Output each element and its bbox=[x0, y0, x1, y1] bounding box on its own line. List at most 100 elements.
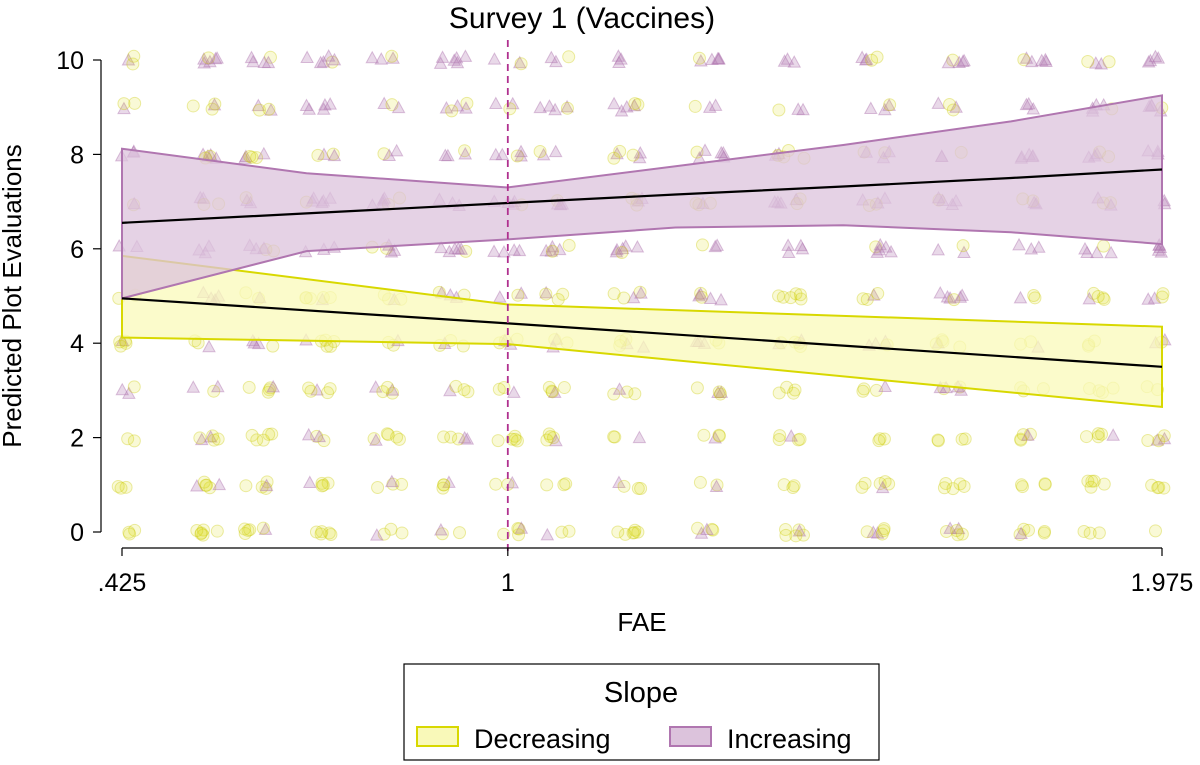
scatter-point-decreasing bbox=[1152, 434, 1166, 448]
scatter-point-decreasing bbox=[786, 481, 800, 495]
scatter-point-increasing bbox=[434, 522, 448, 536]
scatter-point-increasing bbox=[318, 97, 332, 111]
scatter-point-increasing bbox=[1080, 245, 1094, 259]
scatter-point-increasing bbox=[210, 51, 224, 64]
scatter-point-increasing bbox=[1078, 241, 1092, 255]
scatter-point-decreasing bbox=[262, 102, 276, 116]
scatter-point-decreasing bbox=[111, 479, 125, 493]
scatter-point-decreasing bbox=[939, 477, 953, 491]
scatter-point-increasing bbox=[618, 239, 633, 252]
scatter-point-decreasing bbox=[555, 525, 569, 539]
scatter-point-decreasing bbox=[395, 477, 409, 491]
scatter-point-increasing bbox=[386, 51, 400, 64]
scatter-point-decreasing bbox=[196, 528, 210, 542]
scatter-point-increasing bbox=[560, 99, 574, 113]
scatter-point-decreasing bbox=[321, 386, 335, 400]
scatter-point-decreasing bbox=[302, 381, 316, 395]
scatter-point-decreasing bbox=[323, 382, 337, 396]
scatter-point-increasing bbox=[457, 430, 472, 444]
scatter-point-decreasing bbox=[315, 476, 329, 490]
scatter-point-increasing bbox=[630, 239, 645, 253]
scatter-point-increasing bbox=[1106, 428, 1120, 441]
scatter-point-increasing bbox=[316, 102, 331, 115]
scatter-point-decreasing bbox=[690, 381, 704, 395]
scatter-point-increasing bbox=[956, 54, 970, 68]
scatter-point-decreasing bbox=[390, 430, 404, 444]
scatter-point-decreasing bbox=[607, 287, 621, 301]
scatter-point-increasing bbox=[781, 238, 795, 251]
scatter-point-increasing bbox=[122, 386, 136, 399]
scatter-point-decreasing bbox=[713, 387, 727, 401]
scatter-point-increasing bbox=[202, 339, 216, 353]
scatter-point-increasing bbox=[933, 286, 948, 299]
scatter-point-decreasing bbox=[1096, 291, 1110, 305]
scatter-point-decreasing bbox=[562, 50, 576, 64]
scatter-point-increasing bbox=[385, 383, 400, 396]
scatter-point-decreasing bbox=[794, 292, 808, 306]
scatter-point-decreasing bbox=[611, 525, 625, 539]
scatter-point-decreasing bbox=[1091, 430, 1105, 444]
scatter-point-increasing bbox=[451, 241, 466, 255]
scatter-point-increasing bbox=[384, 244, 399, 258]
scatter-point-increasing bbox=[626, 290, 641, 304]
scatter-point-decreasing bbox=[445, 104, 459, 118]
scatter-point-increasing bbox=[612, 382, 627, 395]
scatter-point-decreasing bbox=[695, 238, 709, 252]
x-tick-label: .425 bbox=[98, 569, 147, 597]
scatter-point-increasing bbox=[257, 55, 272, 69]
scatter-point-increasing bbox=[708, 98, 723, 111]
scatter-point-decreasing bbox=[793, 288, 807, 302]
scatter-point-decreasing bbox=[607, 430, 621, 444]
scatter-point-decreasing bbox=[780, 380, 794, 394]
scatter-point-decreasing bbox=[511, 288, 525, 302]
scatter-point-increasing bbox=[261, 55, 276, 69]
scatter-point-increasing bbox=[1024, 242, 1039, 255]
scatter-point-increasing bbox=[1019, 51, 1034, 64]
scatter-point-decreasing bbox=[315, 525, 329, 539]
scatter-point-decreasing bbox=[194, 527, 208, 541]
scatter-point-increasing bbox=[547, 385, 562, 398]
scatter-point-decreasing bbox=[1079, 430, 1093, 444]
scatter-point-increasing bbox=[434, 240, 448, 254]
scatter-point-increasing bbox=[488, 147, 503, 161]
scatter-point-increasing bbox=[1141, 54, 1156, 68]
scatter-point-increasing bbox=[458, 146, 473, 160]
y-tick-label: 2 bbox=[70, 425, 84, 453]
scatter-point-decreasing bbox=[262, 383, 276, 397]
scatter-point-increasing bbox=[953, 290, 968, 303]
scatter-point-increasing bbox=[321, 49, 336, 62]
scatter-point-decreasing bbox=[562, 238, 576, 252]
y-tick-label: 8 bbox=[70, 141, 84, 169]
scatter-point-decreasing bbox=[631, 481, 645, 495]
scatter-point-decreasing bbox=[1014, 432, 1028, 446]
scatter-point-increasing bbox=[632, 430, 647, 444]
scatter-point-decreasing bbox=[877, 522, 891, 536]
scatter-point-increasing bbox=[548, 144, 563, 158]
scatter-point-decreasing bbox=[617, 291, 631, 305]
scatter-point-decreasing bbox=[461, 385, 475, 399]
scatter-point-increasing bbox=[552, 242, 567, 256]
scatter-point-decreasing bbox=[459, 244, 473, 258]
legend-title: Slope bbox=[604, 677, 678, 709]
scatter-point-decreasing bbox=[505, 432, 519, 446]
scatter-point-decreasing bbox=[497, 527, 511, 541]
scatter-point-decreasing bbox=[545, 385, 559, 399]
scatter-point-decreasing bbox=[695, 290, 709, 304]
y-tick-label: 0 bbox=[70, 519, 84, 547]
scatter-point-decreasing bbox=[693, 475, 707, 489]
scatter-point-increasing bbox=[614, 52, 628, 65]
scatter-point-increasing bbox=[117, 101, 131, 115]
scatter-point-increasing bbox=[709, 479, 724, 493]
scatter-point-decreasing bbox=[540, 433, 554, 447]
scatter-point-increasing bbox=[611, 49, 626, 62]
scatter-point-increasing bbox=[863, 101, 878, 114]
scatter-point-increasing bbox=[299, 98, 314, 111]
scatter-point-increasing bbox=[711, 385, 725, 399]
scatter-point-decreasing bbox=[1015, 480, 1029, 494]
scatter-point-increasing bbox=[544, 50, 559, 64]
scatter-point-decreasing bbox=[122, 525, 136, 539]
scatter-point-increasing bbox=[365, 50, 380, 64]
scatter-point-decreasing bbox=[631, 98, 645, 112]
scatter-point-decreasing bbox=[697, 428, 711, 442]
